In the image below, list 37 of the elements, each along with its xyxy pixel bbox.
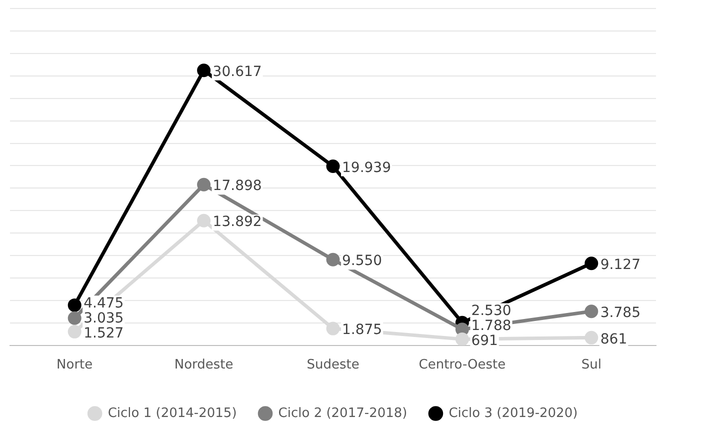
point: [68, 324, 82, 338]
data-label: 9.127: [600, 257, 640, 274]
data-label: 1.788: [471, 318, 512, 334]
data-label: 4.475: [84, 295, 124, 312]
data-label: 3.035: [84, 310, 124, 326]
data-label: 2.530: [471, 302, 512, 319]
data-label: 1.875: [342, 322, 382, 338]
point: [584, 330, 598, 344]
point: [326, 322, 340, 336]
point: [584, 304, 598, 318]
point: [455, 332, 469, 346]
point: [326, 252, 340, 266]
legend-label: Ciclo 1 (2014-2015): [108, 406, 237, 421]
point: [197, 178, 211, 192]
data-label: 9.550: [342, 253, 382, 270]
data-label: 3.785: [600, 305, 640, 322]
legend-label: Ciclo 3 (2019-2020): [448, 406, 578, 421]
data-label: 30.617: [212, 64, 262, 80]
data-label: 13.892: [212, 214, 262, 230]
data-label: 19.939: [342, 160, 391, 176]
x-tick-label: Nordeste: [174, 358, 234, 373]
data-label: 691: [471, 332, 498, 349]
x-tick-label: Norte: [56, 358, 93, 373]
x-tick-label: Sudeste: [306, 358, 360, 373]
data-label: 17.898: [212, 178, 262, 194]
x-tick-label: Centro-Oeste: [418, 358, 506, 373]
point: [326, 160, 340, 174]
data-label: 861: [600, 331, 628, 348]
point: [197, 214, 211, 228]
point: [68, 298, 82, 312]
legend-label: Ciclo 2 (2017-2018): [278, 406, 408, 421]
point: [584, 256, 598, 270]
x-tick-label: Sul: [581, 358, 602, 373]
data-label: 1.527: [84, 325, 124, 342]
point: [197, 64, 211, 78]
point: [455, 322, 469, 336]
point: [68, 311, 82, 325]
